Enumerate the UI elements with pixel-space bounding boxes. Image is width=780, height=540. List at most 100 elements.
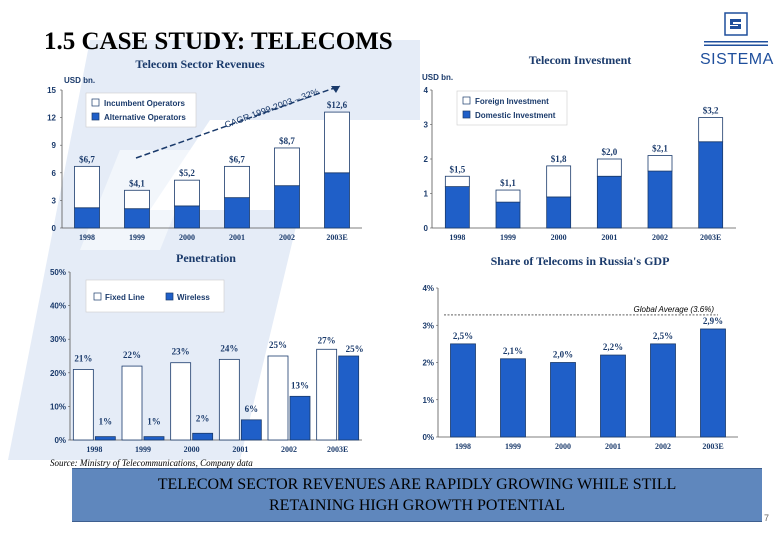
chart2-y-tick-label: 4 <box>424 86 429 95</box>
chart3-legend-swatch <box>93 292 102 301</box>
chart2-bar-top <box>698 117 724 143</box>
chart3-bar-wireless <box>143 436 165 441</box>
chart2-x-tick-label: 2002 <box>652 233 668 242</box>
chart1-bar-alt <box>224 197 250 229</box>
chart4-data-label: 2,2% <box>603 342 623 352</box>
chart2-y-tick-label: 0 <box>424 224 429 233</box>
chart2-total-label: $2,1 <box>652 144 668 154</box>
chart4-bar <box>500 358 526 438</box>
chart1-x-tick-label: 1998 <box>79 233 95 242</box>
chart2-bar-alt <box>546 196 572 229</box>
chart2-title: Telecom Investment <box>529 53 632 67</box>
chart2-total-label: $1,1 <box>500 178 516 188</box>
chart1-bar-top <box>74 165 100 209</box>
chart2-x-tick-label: 2000 <box>551 233 567 242</box>
sistema-s-logo-icon <box>724 12 748 36</box>
chart2-legend-label: Foreign Investment <box>475 97 549 106</box>
chart4-y-tick-label: 3% <box>422 321 434 330</box>
chart2-total-label: $2,0 <box>601 147 617 157</box>
chart4-data-label: 2,5% <box>453 331 473 341</box>
chart1-bar-alt <box>174 205 200 229</box>
chart3-x-tick-label: 2002 <box>281 445 297 454</box>
banner-line-2: RETAINING HIGH GROWTH POTENTIAL <box>269 497 565 514</box>
chart4-y-tick-label: 2% <box>422 359 434 368</box>
chart4-x-tick-label: 1998 <box>455 442 471 451</box>
chart3-bar-wireless <box>289 395 311 441</box>
chart3-data-label: 24% <box>220 343 238 353</box>
chart1-trend-arrow-line <box>135 85 341 159</box>
chart4-y-tick-label: 1% <box>422 396 434 405</box>
chart1-bar-top <box>274 147 300 187</box>
chart1-title: Telecom Sector Revenues <box>135 57 265 71</box>
chart2-y-tick-label: 1 <box>424 190 429 199</box>
chart3-y-tick-label: 30% <box>50 335 66 344</box>
chart2-bar-top <box>444 175 470 187</box>
chart1-bar-alt <box>324 172 350 229</box>
chart2-legend-label: Domestic Investment <box>475 111 556 120</box>
chart1-y-tick-label: 3 <box>52 196 57 205</box>
chart2-bar-alt <box>495 201 521 229</box>
chart1-y-tick-label: 9 <box>52 141 57 150</box>
chart2-unit-label: USD bn. <box>422 73 453 82</box>
chart3-bar-wireless <box>338 355 360 441</box>
chart3-data-label: 6% <box>245 404 259 414</box>
chart1-legend-swatch <box>91 98 100 107</box>
chart3-y-tick-label: 40% <box>50 302 66 311</box>
page-title: 1.5 CASE STUDY: TELECOMS <box>44 28 393 55</box>
chart4-data-label: 2,1% <box>503 346 523 356</box>
chart1-y-tick-label: 15 <box>47 86 56 95</box>
chart2-x-tick-label: 2001 <box>601 233 617 242</box>
chart4-x-tick-label: 1999 <box>505 442 521 451</box>
chart2-bar-alt <box>596 175 622 229</box>
chart2-bar-top <box>647 155 673 172</box>
chart4-x-tick-label: 2000 <box>555 442 571 451</box>
chart2-x-tick-label: 1999 <box>500 233 516 242</box>
chart3-bar-wireless <box>192 432 214 441</box>
chart1-x-tick-label: 2002 <box>279 233 295 242</box>
chart2-total-label: $1,8 <box>551 154 567 164</box>
chart4-data-label: 2,9% <box>703 316 723 326</box>
chart1-total-label: $5,2 <box>179 168 195 178</box>
chart3-x-tick-label: 2000 <box>184 445 200 454</box>
chart2-bar-alt <box>647 170 673 229</box>
chart2-y-tick-label: 3 <box>424 121 429 130</box>
chart3-bar-fixed <box>316 348 338 441</box>
chart3-legend-swatch <box>165 292 174 301</box>
chart4-data-label: 2,0% <box>553 350 573 360</box>
chart3-title: Penetration <box>176 251 236 265</box>
chart2-y-tick-label: 2 <box>424 155 429 164</box>
chart2-legend-swatch <box>462 96 471 105</box>
logo-name: SISTEMA <box>700 51 774 68</box>
chart2-x-tick-label: 2003E <box>700 233 721 242</box>
chart2-total-label: $1,5 <box>449 164 465 174</box>
chart1-bar-alt <box>274 185 300 229</box>
chart1-cagr-annotation: CAGR 1999-2003 – 32% <box>223 86 320 129</box>
chart1-x-tick-label: 2003E <box>326 233 347 242</box>
chart1-trend-arrow-head <box>331 86 340 93</box>
chart1-total-label: $12,6 <box>327 100 348 110</box>
chart2-bar-top <box>546 165 572 198</box>
chart1-x-tick-label: 2000 <box>179 233 195 242</box>
chart3-y-tick-label: 50% <box>50 268 66 277</box>
chart3-data-label: 25% <box>346 344 364 354</box>
chart4-bar <box>650 343 676 438</box>
chart3-data-label: 1% <box>147 417 161 427</box>
chart1-total-label: $6,7 <box>229 154 245 164</box>
chart1-y-tick-label: 0 <box>52 224 57 233</box>
chart3-data-label: 21% <box>74 353 92 363</box>
chart1-x-tick-label: 2001 <box>229 233 245 242</box>
logo-subtitle-lines <box>704 41 768 46</box>
chart4-x-tick-label: 2001 <box>605 442 621 451</box>
chart3-bar-fixed <box>121 365 143 441</box>
chart3-x-tick-label: 2001 <box>232 445 248 454</box>
chart3-data-label: 13% <box>291 380 309 390</box>
chart1-bar-top <box>174 179 200 207</box>
chart2-total-label: $3,2 <box>703 106 719 116</box>
chart3-data-label: 27% <box>318 335 336 345</box>
chart3-bar-wireless <box>240 419 262 441</box>
page-number: 7 <box>764 513 770 523</box>
chart1-x-tick-label: 1999 <box>129 233 145 242</box>
company-logo: SISTEMA <box>700 12 774 68</box>
chart4-bar <box>450 343 476 438</box>
